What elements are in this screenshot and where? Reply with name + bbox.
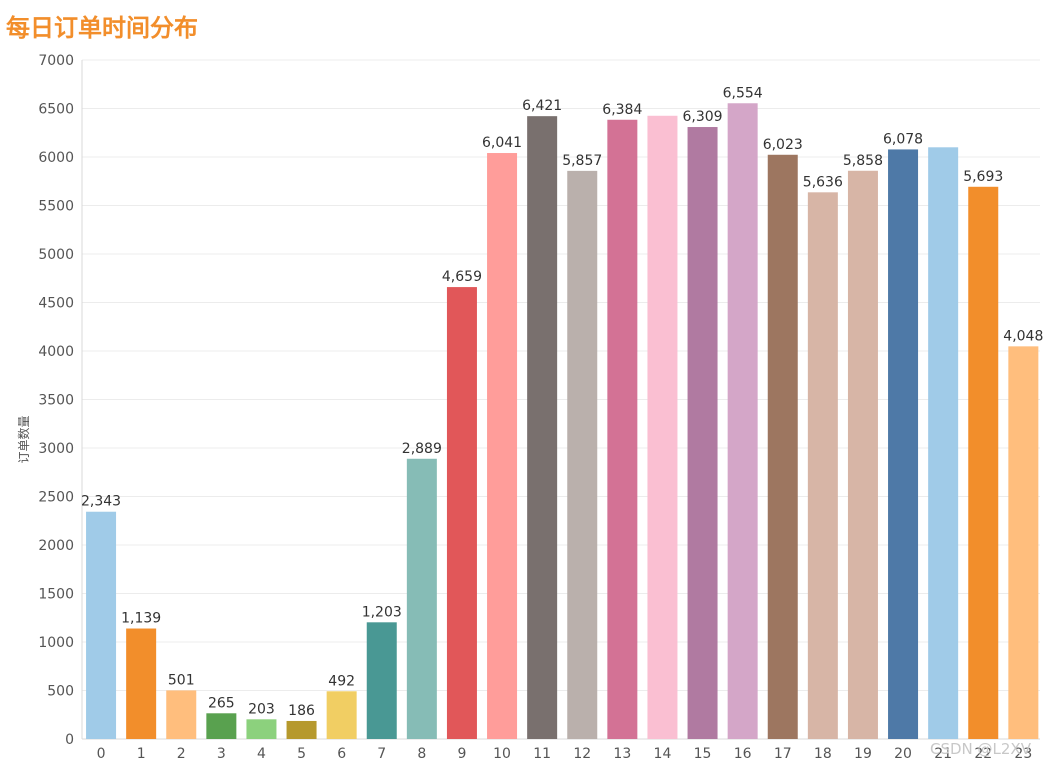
bar-hour-7 (366, 622, 397, 739)
bar-hour-22 (968, 186, 999, 740)
x-tick-label: 21 (934, 746, 952, 762)
y-axis-label: 订单数量 (16, 415, 31, 463)
bar-hour-1 (126, 628, 157, 739)
x-tick-label: 3 (217, 746, 226, 762)
bar-hour-9 (446, 287, 477, 739)
bar-hour-5 (286, 720, 317, 739)
data-label: 5,693 (963, 169, 1003, 185)
bar-hour-17 (767, 154, 798, 740)
bar-hour-13 (607, 119, 638, 739)
y-tick-label: 0 (65, 732, 74, 748)
y-tick-label: 1000 (38, 635, 74, 651)
bar-hour-14 (647, 115, 678, 739)
data-label: 6,023 (763, 137, 803, 153)
y-tick-label: 3000 (38, 441, 74, 457)
data-label: 6,384 (602, 102, 642, 118)
x-tick-label: 7 (377, 746, 386, 762)
x-tick-label: 20 (894, 746, 912, 762)
bar-hour-0 (86, 511, 117, 739)
x-tick-label: 2 (177, 746, 186, 762)
x-tick-label: 17 (774, 746, 792, 762)
x-tick-label: 6 (337, 746, 346, 762)
watermark: CSDN @L2XV (930, 740, 1031, 758)
chart-title: 每日订单时间分布 (6, 14, 198, 42)
data-label: 2,889 (402, 441, 442, 457)
bar-hour-21 (928, 147, 959, 740)
data-label: 6,309 (683, 109, 723, 125)
y-tick-label: 2000 (38, 538, 74, 554)
data-label: 5,858 (843, 153, 883, 169)
bar-hour-10 (487, 153, 518, 739)
data-label: 5,857 (562, 153, 602, 169)
y-tick-label: 4500 (38, 296, 74, 312)
x-tick-label: 12 (573, 746, 591, 762)
data-label: 4,659 (442, 269, 482, 285)
x-tick-label: 23 (1014, 746, 1032, 762)
x-tick-label: 14 (654, 746, 672, 762)
y-tick-label: 2500 (38, 490, 74, 506)
data-label: 6,078 (883, 131, 923, 147)
x-tick-label: 0 (97, 746, 106, 762)
x-tick-label: 18 (814, 746, 832, 762)
y-tick-label: 4000 (38, 344, 74, 360)
x-tick-label: 13 (613, 746, 631, 762)
data-label: 5,636 (803, 174, 843, 190)
bar-hour-3 (206, 713, 237, 739)
x-tick-label: 4 (257, 746, 266, 762)
y-tick-label: 7000 (38, 53, 74, 69)
bar-hour-16 (727, 103, 758, 739)
x-tick-label: 19 (854, 746, 872, 762)
bar-hour-8 (406, 458, 437, 739)
bar-hour-20 (888, 149, 919, 739)
x-tick-label: 11 (533, 746, 551, 762)
data-label: 265 (208, 695, 235, 711)
data-label: 1,139 (121, 611, 161, 627)
bar-hour-23 (1008, 346, 1039, 739)
data-label: 6,041 (482, 135, 522, 151)
y-tick-label: 3500 (38, 393, 74, 409)
data-label: 492 (328, 673, 355, 689)
y-tick-label: 6000 (38, 150, 74, 166)
x-tick-label: 1 (137, 746, 146, 762)
y-tick-label: 5000 (38, 247, 74, 263)
x-tick-label: 16 (734, 746, 752, 762)
data-label: 6,421 (522, 98, 562, 114)
x-tick-label: 8 (417, 746, 426, 762)
bar-hour-12 (567, 170, 598, 740)
x-tick-label: 22 (974, 746, 992, 762)
data-label: 2,343 (81, 494, 121, 510)
bar-hour-4 (246, 719, 277, 739)
y-tick-label: 500 (47, 684, 74, 700)
x-tick-label: 15 (694, 746, 712, 762)
data-label: 186 (288, 703, 315, 719)
data-label: 203 (248, 701, 275, 717)
data-label: 501 (168, 672, 195, 688)
data-label: 1,203 (362, 604, 402, 620)
bar-hour-11 (527, 116, 558, 739)
y-tick-label: 6500 (38, 102, 74, 118)
bar-hour-15 (687, 127, 718, 740)
y-tick-label: 1500 (38, 587, 74, 603)
bar-hour-19 (847, 170, 878, 740)
bar-hour-6 (326, 691, 357, 739)
x-tick-label: 9 (457, 746, 466, 762)
y-tick-label: 5500 (38, 199, 74, 215)
data-label: 6,554 (723, 85, 763, 101)
x-tick-label: 5 (297, 746, 306, 762)
bar-hour-2 (166, 690, 197, 739)
bar-hour-18 (807, 192, 838, 740)
data-label: 4,048 (1003, 328, 1043, 344)
x-tick-label: 10 (493, 746, 511, 762)
